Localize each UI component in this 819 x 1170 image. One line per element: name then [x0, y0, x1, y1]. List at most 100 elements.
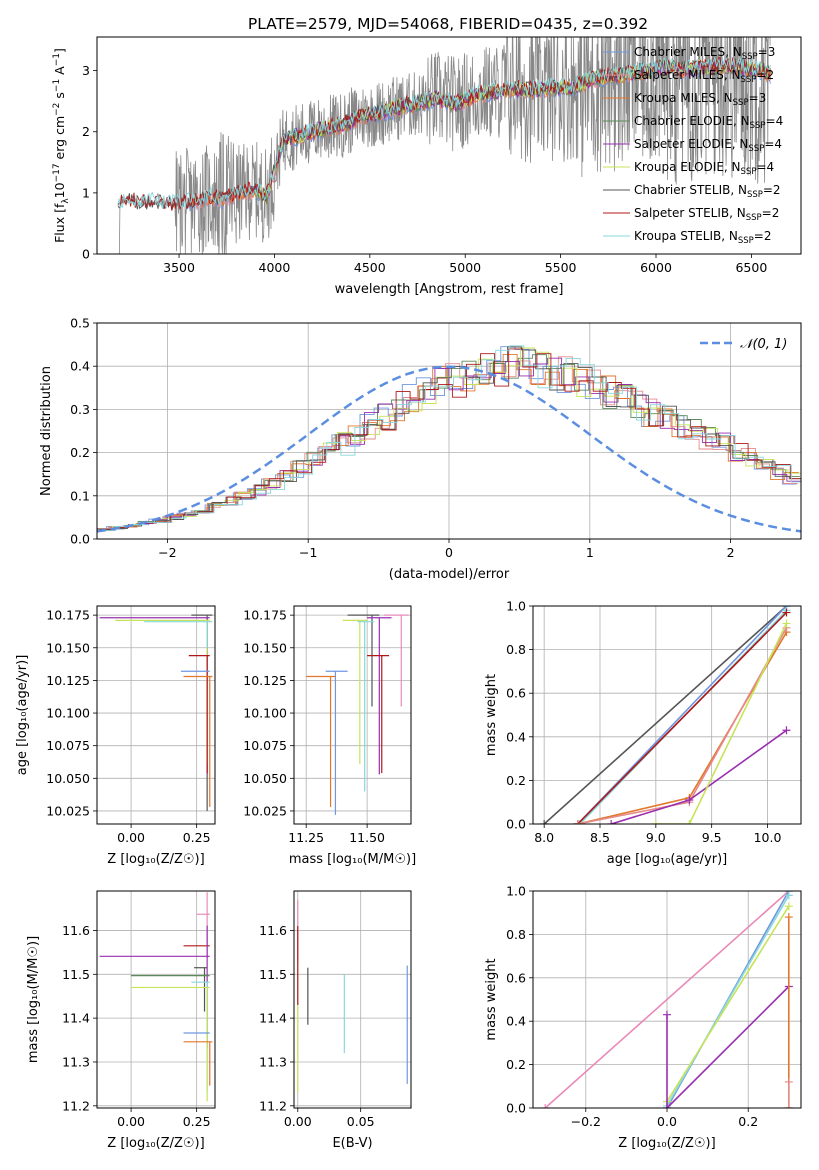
- y-tick-label: 11.5: [62, 967, 90, 982]
- y-tick-label: 1.0: [506, 599, 526, 614]
- x-tick-label: 10.0: [754, 830, 782, 845]
- x-tick-label: 11.50: [349, 830, 385, 845]
- x-tick-label: 0.25: [183, 830, 211, 845]
- panel-weight-vs-age: 8.0 8.5 9.0 9.5 10.0 0.0 0.2 0.4 0.6 0.8 1.0 age [l…: [484, 599, 802, 867]
- weight-line-salpeter-stelib: [577, 611, 788, 824]
- y-tick-label: 0.0: [70, 532, 90, 547]
- panel-spectrum: 3500 4000 4500 5000 5500 6000 6500 0 1 2 3 waveleng…: [52, 36, 802, 297]
- x-tick-label: 8.0: [534, 830, 554, 845]
- data-point: [306, 675, 336, 808]
- histogram-chabrier-miles: [97, 346, 797, 529]
- panel-residuals: −2 −1 0 1 2 0.0 0.1 0.2 0.3 0.4 0.5 (data-model)/er…: [39, 316, 802, 582]
- weight-line-kroupa-elodie: [655, 623, 788, 824]
- x-tick-label: 11.25: [288, 830, 324, 845]
- weight-marker: [663, 1010, 671, 1019]
- x-tick-label: 2: [727, 545, 735, 560]
- y-tick-label: 11.3: [62, 1054, 90, 1069]
- y-tick-label: 10.100: [46, 706, 90, 721]
- plot-area-weight-vs-Z: [541, 891, 793, 1108]
- histogram-kroupa-elodie: [98, 347, 801, 530]
- x-tick-label: 9.0: [646, 830, 666, 845]
- histogram-kroupa-miles: [97, 353, 799, 531]
- y-axis-label: Normed distribution: [39, 366, 54, 496]
- weight-marker: [782, 726, 791, 735]
- y-tick-label: 0.2: [70, 445, 90, 460]
- y-tick-label: 0.4: [506, 729, 526, 744]
- weight-marker: [685, 796, 694, 805]
- x-axis-label: Z [log₁₀(Z/Z☉)]: [107, 852, 204, 867]
- plot-area-weight-vs-age: [540, 606, 791, 824]
- data-point: [183, 675, 213, 808]
- x-tick-label: 4000: [259, 260, 291, 275]
- data-point: [183, 1041, 213, 1086]
- axes-frame: [532, 605, 802, 825]
- axes-frame: [532, 890, 802, 1109]
- x-tick-label: 0.00: [117, 1114, 145, 1129]
- weight-marker: [782, 619, 791, 628]
- data-point: [131, 986, 210, 1102]
- weight-marker: [782, 608, 791, 617]
- x-tick-label: 1: [586, 545, 594, 560]
- histogram-chabrier-stelib: [99, 346, 801, 530]
- x-axis-label: (data-model)/error: [389, 567, 510, 582]
- histogram-chabrier-elodie: [97, 354, 800, 531]
- data-point: [367, 655, 390, 774]
- x-tick-label: 5000: [449, 260, 481, 275]
- legend: Chabrier MILES, NSSP=3 Salpeter MILES, NS…: [603, 45, 783, 246]
- panel-weight-vs-Z: −0.2 0.0 0.2 0.0 0.2 0.4 0.6 0.8 1.0 Z [log₁₀(Z/Z…: [484, 884, 802, 1151]
- y-tick-label: 11.3: [259, 1054, 287, 1069]
- data-point: [99, 617, 210, 775]
- y-tick-label: 0.0: [506, 1101, 526, 1116]
- y-tick-label: 0.1: [70, 488, 90, 503]
- data-point: [196, 892, 210, 959]
- data-point: [384, 614, 409, 707]
- x-tick-label: −0.2: [571, 1114, 601, 1129]
- plot-area-age-vs-mass: [306, 614, 409, 815]
- y-tick-label: 10.050: [46, 771, 90, 786]
- legend-entry: Salpeter ELODIE, NSSP=4: [634, 137, 782, 154]
- y-tick-label: 10.150: [46, 640, 90, 655]
- figure-title: PLATE=2579, MJD=54068, FIBERID=0435, z=0…: [248, 15, 648, 33]
- y-tick-label: 11.4: [259, 1011, 287, 1026]
- y-tick-label: 3: [82, 63, 90, 78]
- x-axis-label: E(B-V): [332, 1136, 372, 1151]
- y-tick-label: 0.0: [506, 817, 526, 832]
- y-tick-label: 10.100: [243, 706, 287, 721]
- data-point: [357, 621, 375, 792]
- panel-age-vs-mass: 11.25 11.50 10.025 10.050 10.075 10.100 10.125…: [243, 605, 416, 867]
- x-tick-label: 5500: [545, 260, 577, 275]
- y-tick-label: 0.2: [506, 1057, 526, 1072]
- weight-line-kroupa-elodie: [666, 905, 790, 1102]
- x-tick-label: 6000: [640, 260, 672, 275]
- data-point: [115, 619, 210, 764]
- y-axis-label: mass weight: [484, 958, 499, 1040]
- plot-area-age-vs-Z: [99, 614, 213, 811]
- y-tick-label: 10.025: [46, 803, 90, 818]
- y-tick-label: 10.025: [243, 803, 287, 818]
- weight-marker: [541, 1104, 550, 1108]
- legend-entry: Kroupa STELIB, NSSP=2: [634, 229, 772, 246]
- x-axis-label: Z [log₁₀(Z/Z☉)]: [618, 1136, 715, 1151]
- y-tick-label: 0.6: [506, 970, 526, 985]
- data-point: [347, 614, 380, 707]
- x-tick-label: 0.0: [657, 1114, 677, 1129]
- y-tick-label: 11.5: [259, 967, 287, 982]
- weight-marker: [685, 820, 694, 824]
- x-tick-label: 8.5: [590, 830, 610, 845]
- data-point: [144, 621, 213, 648]
- data-point: [325, 670, 348, 815]
- y-tick-label: 0.8: [506, 927, 526, 942]
- weight-marker: [784, 891, 793, 900]
- y-tick-label: 10.075: [46, 738, 90, 753]
- y-axis-label: Flux [fλ10−17 erg cm−2 s−1 A−1]: [52, 48, 71, 243]
- y-tick-label: 11.2: [259, 1098, 287, 1113]
- axes-frame: [96, 322, 802, 540]
- x-tick-label: 0: [445, 545, 453, 560]
- weight-marker: [784, 902, 793, 911]
- legend-entry: Chabrier MILES, NSSP=3: [634, 45, 775, 62]
- x-tick-label: −2: [158, 545, 176, 560]
- x-axis-label: age [log₁₀(age/yr)]: [607, 852, 728, 867]
- weight-marker: [607, 820, 616, 824]
- weight-line-kroupa-miles: [577, 631, 788, 824]
